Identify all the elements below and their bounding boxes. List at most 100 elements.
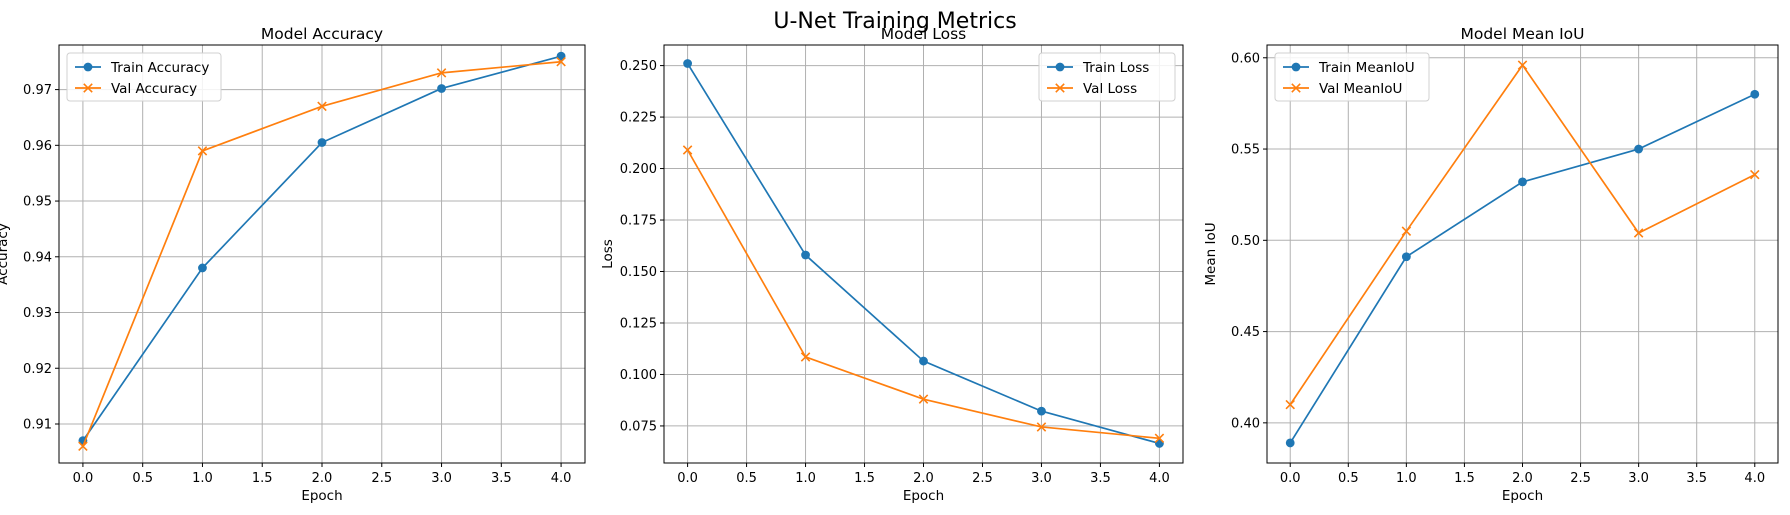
x-tick-label: 0.5 — [132, 471, 153, 486]
y-tick-label: 0.94 — [23, 250, 52, 265]
x-tick-label: 0.0 — [73, 471, 94, 486]
x-tick-label: 4.0 — [551, 471, 572, 486]
y-tick-label: 0.93 — [23, 306, 52, 321]
x-tick-label: 0.5 — [1338, 471, 1359, 486]
y-tick-label: 0.60 — [1231, 51, 1260, 66]
data-point — [437, 84, 446, 93]
x-axis-label: Epoch — [301, 488, 342, 504]
legend-marker — [83, 83, 93, 93]
data-point — [317, 138, 327, 147]
legend-frame — [1038, 52, 1176, 102]
y-axis-label: Loss — [600, 239, 616, 269]
y-tick-label: 0.075 — [620, 419, 657, 434]
data-point — [801, 250, 810, 260]
x-tick-label: 1.5 — [854, 471, 875, 486]
data-point — [919, 356, 928, 366]
data-point — [800, 352, 811, 362]
x-tick-label: 3.0 — [1031, 471, 1052, 486]
chart-panel-1: Model Accuracy 0.0 0.5 1.0 1.5 2.0 2.5 3.0 3.5 4.… — [0, 25, 586, 504]
legend-label: Val Loss — [1083, 81, 1137, 97]
x-tick-label: 2.0 — [913, 471, 934, 486]
y-tick-label: 0.40 — [1231, 416, 1260, 431]
data-point — [556, 56, 566, 67]
chart-title: Model Mean IoU — [1460, 25, 1584, 43]
data-point — [317, 101, 327, 112]
data-point — [1633, 228, 1644, 238]
x-tick-label: 2.5 — [371, 471, 392, 486]
x-tick-label: 3.0 — [1628, 471, 1649, 486]
legend: Train MeanIoU Val MeanIoU — [1274, 52, 1430, 102]
data-point — [1401, 226, 1412, 236]
x-axis-label: Epoch — [1502, 488, 1543, 504]
y-tick-label: 0.125 — [620, 316, 657, 331]
legend-label: Val Accuracy — [111, 81, 197, 97]
data-point — [682, 145, 693, 155]
legend-marker — [1291, 83, 1301, 93]
legend-marker — [83, 62, 93, 72]
legend-marker — [1055, 83, 1065, 93]
legend-label: Train Accuracy — [110, 60, 209, 76]
legend-marker — [1291, 62, 1301, 72]
chart-panel-3: Model Mean IoU 0.0 0.5 1.0 1.5 2.0 2.5 3.0 3.5 4.… — [1203, 25, 1779, 504]
x-tick-label: 1.0 — [795, 471, 816, 486]
data-point — [78, 441, 88, 452]
data-point — [556, 51, 566, 61]
x-tick-label: 0.5 — [736, 471, 757, 486]
data-point — [1154, 433, 1165, 444]
plot-frame — [58, 44, 586, 464]
x-tick-label: 3.5 — [491, 471, 512, 486]
chart-title: Model Accuracy — [261, 25, 383, 43]
chart-title: Model Loss — [881, 25, 966, 43]
data-point — [1750, 169, 1760, 180]
data-point — [1285, 438, 1295, 448]
data-point — [197, 146, 208, 156]
data-point — [1750, 89, 1760, 99]
x-tick-label: 4.0 — [1149, 471, 1170, 486]
x-tick-label: 2.0 — [312, 471, 333, 486]
x-tick-label: 1.5 — [252, 471, 273, 486]
x-tick-label: 0.0 — [1280, 471, 1301, 486]
legend-label: Train Loss — [1082, 60, 1149, 76]
data-point — [436, 68, 447, 78]
x-tick-label: 2.0 — [1512, 471, 1533, 486]
data-point — [1517, 60, 1528, 70]
x-tick-label: 3.5 — [1686, 471, 1707, 486]
legend-frame — [1274, 52, 1430, 102]
y-tick-label: 0.150 — [620, 265, 657, 280]
y-axis-label: Accuracy — [0, 223, 11, 285]
data-point — [1285, 399, 1295, 410]
y-tick-label: 0.45 — [1231, 325, 1260, 340]
y-tick-label: 0.250 — [620, 59, 657, 74]
data-point — [918, 394, 929, 404]
x-tick-label: 1.0 — [1396, 471, 1417, 486]
data-point — [1634, 144, 1644, 154]
x-tick-label: 1.5 — [1454, 471, 1475, 486]
data-point — [198, 263, 207, 273]
data-point — [1037, 406, 1046, 416]
data-point — [1036, 422, 1047, 432]
data-point — [1401, 252, 1411, 262]
x-tick-label: 1.0 — [192, 471, 213, 486]
y-tick-label: 0.175 — [620, 214, 657, 229]
y-tick-label: 0.225 — [620, 111, 657, 126]
legend-label: Val MeanIoU — [1319, 81, 1402, 97]
plot-frame — [663, 44, 1184, 464]
legend: Train Accuracy Val Accuracy — [66, 52, 222, 102]
chart-panel-2: Model Loss 0.0 0.5 1.0 1.5 2.0 2.5 3.0 3.5 4.0 0.0… — [600, 25, 1184, 504]
x-axis-label: Epoch — [903, 488, 944, 504]
legend-frame — [66, 52, 222, 102]
plot-frame — [1266, 44, 1779, 464]
x-tick-label: 2.5 — [1570, 471, 1591, 486]
x-tick-label: 3.5 — [1090, 471, 1111, 486]
data-point — [1518, 177, 1527, 187]
figure-title: U-Net Training Metrics — [773, 9, 1016, 34]
y-tick-label: 0.92 — [23, 362, 52, 377]
y-tick-label: 0.96 — [23, 139, 52, 154]
y-tick-label: 0.200 — [620, 162, 657, 177]
y-tick-label: 0.100 — [620, 368, 657, 383]
y-axis-label: Mean IoU — [1203, 222, 1219, 285]
y-tick-label: 0.97 — [23, 83, 52, 98]
legend-marker — [1055, 62, 1065, 72]
legend-label: Train MeanIoU — [1318, 60, 1415, 76]
